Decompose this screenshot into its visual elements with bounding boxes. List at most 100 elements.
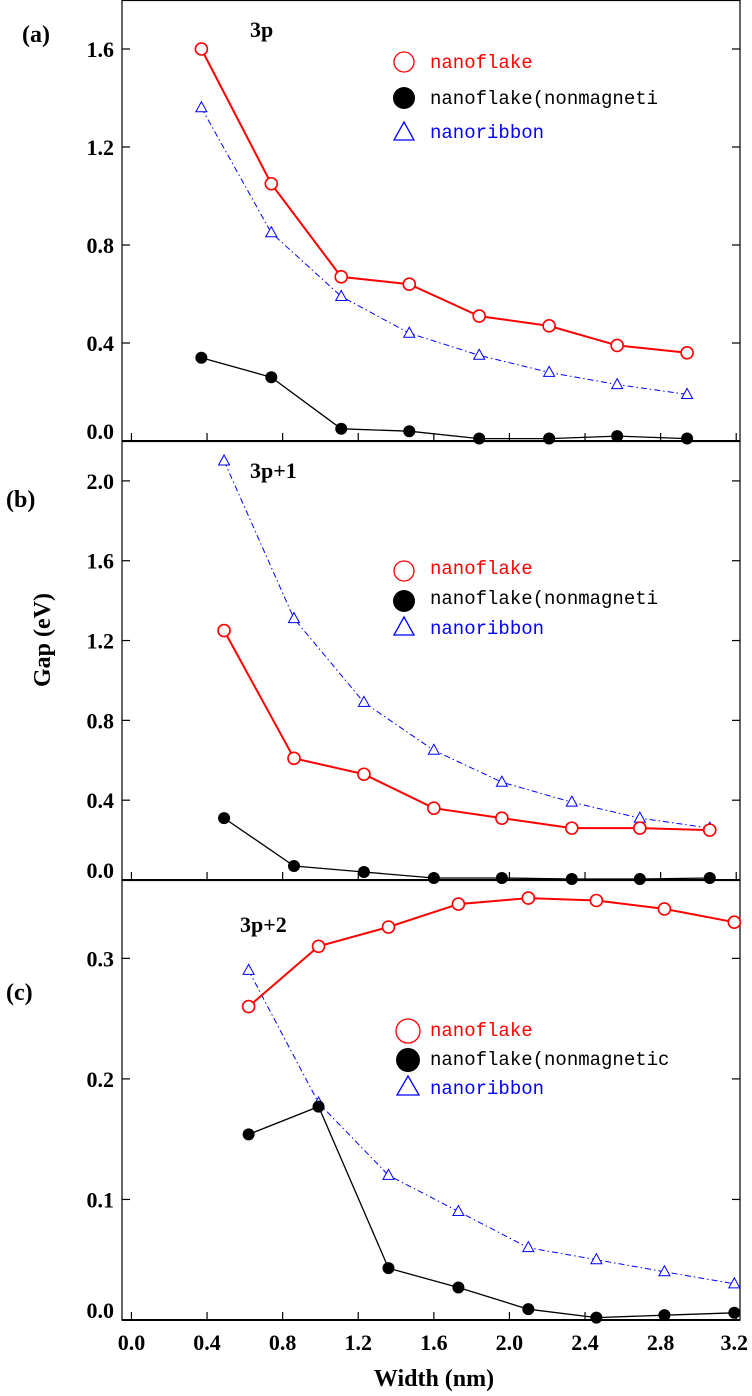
y-axis-title: Gap (eV): [30, 593, 56, 687]
legend-a-nanoflake: nanoflake: [430, 52, 533, 74]
legend-c-nanoflake: nanoflake: [430, 1020, 533, 1042]
y-tick-label: 0.4: [87, 331, 115, 356]
point-nanoflake: [311, 939, 326, 954]
point-nanoribbon: [287, 611, 301, 624]
point-nonmagnetic: [543, 432, 556, 445]
point-nonmagnetic: [265, 371, 278, 384]
legend-circle-marker: [395, 1018, 421, 1044]
legend-a: nanoflake nanoflake(nonmagneti nanoribbo…: [392, 51, 658, 144]
series-line-nonmagnetic: [248, 1105, 735, 1319]
point-nanoribbon: [633, 811, 647, 823]
legend-c-nanoribbon: nanoribbon: [430, 1078, 544, 1100]
point-nonmagnetic: [195, 351, 208, 364]
point-nanoribbon: [382, 1168, 395, 1180]
point-nanoribbon: [452, 1204, 465, 1217]
legend-dot-marker: [393, 87, 415, 109]
point-nanoflake: [427, 801, 441, 815]
point-nonmagnetic: [658, 1309, 671, 1322]
point-nonmagnetic: [427, 872, 440, 885]
point-nonmagnetic: [728, 1306, 741, 1319]
x-tick-label: 2.8: [647, 1330, 675, 1355]
panel-c: 0.0 0.1 0.2 0.3: [87, 879, 742, 1324]
legend-circle-marker: [393, 51, 415, 73]
point-nonmagnetic: [633, 873, 646, 886]
panel-a-title: 3p: [250, 17, 273, 42]
point-nanoflake: [521, 891, 536, 905]
y-tick-label: 1.6: [87, 37, 115, 62]
y-tick-label: 0.4: [87, 788, 115, 813]
point-nanoflake: [657, 902, 672, 916]
point-nonmagnetic: [312, 1100, 325, 1113]
point-nanoribbon: [357, 695, 371, 707]
point-nonmagnetic: [287, 860, 300, 873]
point-nonmagnetic: [242, 1128, 255, 1141]
x-tick-label: 1.2: [344, 1330, 372, 1355]
point-nanoribbon: [658, 1264, 671, 1277]
y-tick-label: 0.8: [87, 233, 115, 258]
point-nanoflake: [402, 277, 417, 292]
point-nanoribbon: [680, 387, 694, 399]
y-tick-label: 0.1: [87, 1187, 115, 1212]
series-line-nanoribbon: [248, 970, 735, 1285]
x-tick-label: 0.4: [193, 1330, 221, 1355]
y-tick-label: 0.3: [87, 946, 115, 971]
point-nonmagnetic: [335, 422, 348, 435]
legend-triangle-marker: [392, 615, 416, 636]
series-line-nanoribbon: [200, 107, 688, 395]
point-nonmagnetic: [473, 432, 486, 445]
point-nanoflake: [610, 338, 624, 353]
legend-c: nanoflake nanoflake(nonmagnetic nanoribb…: [395, 1018, 669, 1100]
y-tick-label: 1.6: [87, 549, 115, 574]
panel-c-title: 3p+2: [240, 912, 287, 937]
point-nonmagnetic: [452, 1281, 465, 1294]
legend-triangle-marker: [395, 1074, 421, 1096]
point-nanoflake: [357, 767, 371, 782]
y-tick-label: 0.0: [87, 419, 115, 444]
point-nonmagnetic: [681, 432, 694, 445]
panel-label-b: (b): [6, 487, 35, 513]
point-nanoflake: [334, 270, 349, 284]
point-nanoribbon: [542, 365, 556, 377]
legend-c-nonmagnetic: nanoflake(nonmagnetic: [430, 1049, 669, 1071]
point-nanoribbon: [565, 795, 579, 807]
point-nanoribbon: [521, 1240, 535, 1253]
x-tick-label: 1.6: [420, 1330, 448, 1355]
x-tick-label: 3.2: [721, 1330, 749, 1355]
point-nonmagnetic: [357, 866, 370, 879]
point-nanoribbon: [610, 377, 624, 390]
point-nonmagnetic: [611, 430, 624, 443]
legend-circle-marker: [393, 560, 415, 582]
panel-b-title: 3p+1: [250, 458, 297, 483]
point-nanoribbon: [727, 1276, 741, 1289]
y-tick-label: 0.0: [87, 1298, 115, 1323]
panel-b: 0.0 0.4 0.8 1.2 1.6 2.0: [87, 440, 741, 886]
y-tick-label: 2.0: [87, 469, 115, 494]
point-nonmagnetic: [565, 873, 578, 886]
point-nanoribbon: [590, 1252, 603, 1265]
point-nanoflake: [194, 42, 209, 56]
point-nanoflake: [472, 309, 486, 323]
series-line-nonmagnetic: [201, 357, 688, 440]
legend-a-nonmagnetic: nanoflake(nonmagneti: [430, 88, 658, 110]
point-nanoflake: [381, 920, 396, 934]
x-axis-ticks: 0.0 0.4 0.8 1.2 1.6 2.0 2.4 2.8 3.2: [118, 1330, 748, 1355]
point-nanoflake: [495, 811, 509, 825]
y-tick-label: 0.0: [87, 858, 115, 883]
series-line-nonmagnetic: [223, 817, 710, 880]
point-nonmagnetic: [495, 872, 508, 885]
point-nonmagnetic: [522, 1303, 535, 1316]
point-nanoribbon: [264, 225, 278, 238]
point-nanoflake: [451, 897, 466, 911]
point-nanoflake: [633, 821, 647, 835]
point-nanoflake: [264, 176, 279, 191]
point-nanoribbon: [334, 289, 348, 301]
point-nanoribbon: [495, 775, 509, 787]
series-line-nanoribbon: [223, 460, 710, 829]
legend-triangle-marker: [392, 120, 416, 141]
x-tick-label: 2.4: [571, 1330, 599, 1355]
series-line-nanoflake: [200, 48, 688, 354]
y-tick-label: 1.2: [87, 629, 115, 654]
plot-frame: [121, 879, 741, 1321]
point-nanoflake: [702, 823, 717, 837]
